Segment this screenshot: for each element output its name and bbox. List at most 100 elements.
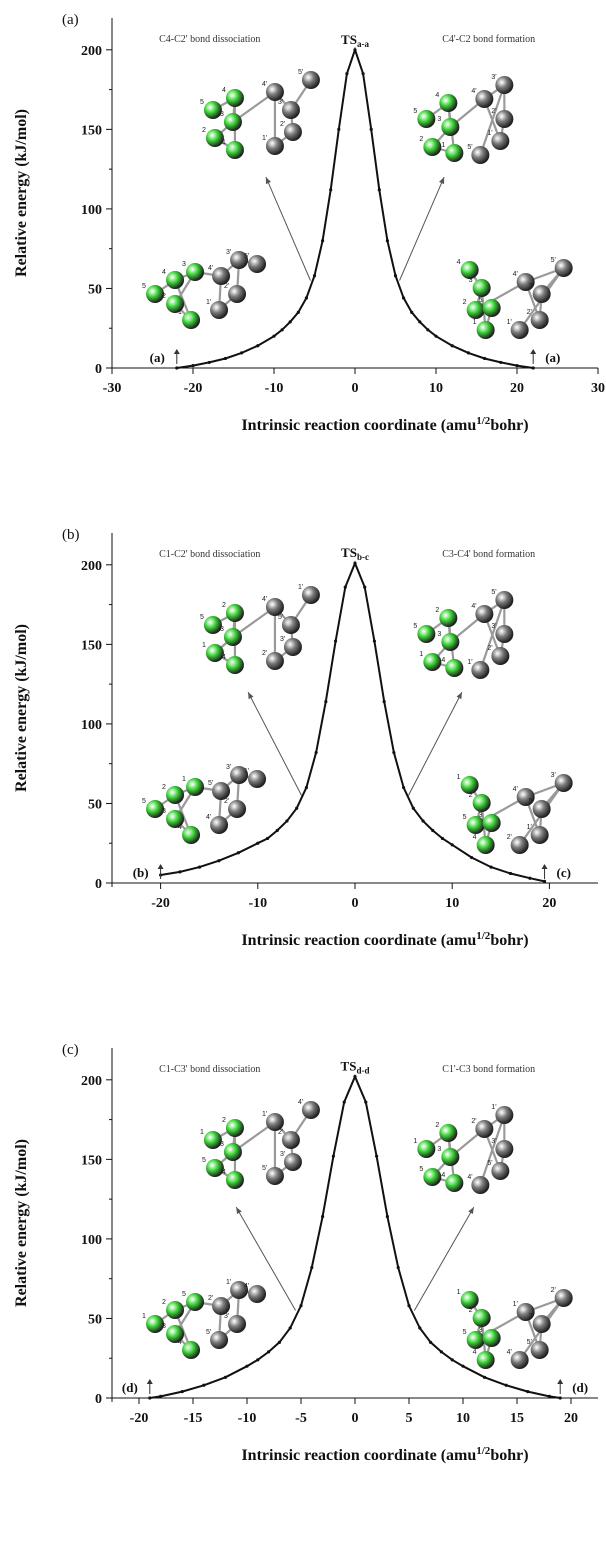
ts-label: TSd-d (341, 1059, 370, 1076)
irc-point (288, 320, 292, 324)
atom-label: 2 (419, 136, 423, 143)
atom-green (439, 609, 458, 627)
left-arrow (265, 176, 311, 281)
atom-green (441, 633, 460, 651)
left-end-arrow-head (146, 1379, 153, 1384)
irc-point (256, 344, 260, 348)
irc-point (483, 356, 487, 361)
atom-label: 2' (262, 650, 267, 657)
irc-point (178, 870, 182, 874)
atom-gray (530, 1341, 549, 1359)
atom-label: 2 (435, 1122, 439, 1129)
irc-point (392, 750, 396, 755)
atom-green (417, 625, 436, 643)
atom-gray (265, 83, 284, 101)
left-annotation: C1-C2' bond dissociation (159, 549, 260, 560)
atom-green (417, 1140, 436, 1158)
atom-green (203, 616, 222, 634)
atom-label: 1' (507, 319, 512, 326)
x-tick-label: 15 (510, 1411, 524, 1426)
atom-green (166, 271, 185, 289)
atom-label: 4' (513, 271, 518, 278)
right-end-label: (d) (572, 1380, 588, 1395)
irc-point (466, 351, 470, 355)
x-tick-label: -10 (265, 381, 284, 396)
irc-point (450, 1358, 454, 1362)
atom-label: 3' (280, 1151, 285, 1158)
atom-gray (516, 273, 535, 291)
atom-green (482, 299, 501, 317)
irc-point (504, 1383, 508, 1387)
y-tick-label: 100 (81, 718, 102, 733)
atom-label: 2' (491, 108, 496, 115)
atom-label: 4 (473, 1349, 477, 1356)
irc-point (450, 344, 454, 348)
atom-gray (516, 1303, 535, 1321)
atom-label: 4' (507, 1349, 512, 1356)
atom-green (186, 778, 205, 796)
irc-point (265, 836, 270, 841)
y-tick-label: 50 (88, 797, 102, 812)
irc-point (312, 274, 317, 278)
atom-label: 2' (487, 645, 492, 652)
atom-gray (475, 605, 494, 623)
atom-label: 5 (200, 99, 204, 106)
atom-label: 3' (226, 764, 231, 771)
y-tick-label: 0 (95, 877, 102, 892)
atom-label: 4' (467, 1174, 472, 1181)
irc-point (236, 851, 240, 855)
irc-point (299, 1304, 303, 1308)
irc-point (345, 72, 349, 76)
atom-green (205, 129, 224, 147)
left-arrow (235, 1206, 297, 1311)
atom-label: 3' (529, 1313, 534, 1320)
chart-svg: 0 50 100 150 200 -20 -10 0 10 20 Relative energy (… (13, 527, 598, 949)
atom-green (225, 656, 244, 674)
irc-point (280, 328, 284, 332)
atom-label: 2' (280, 121, 285, 128)
panel-label: (a) (62, 12, 79, 28)
chart-panel-c: 0 50 100 150 200 -20 -15 -10 -5 0 5 10 15 20 Relative … (0, 1030, 606, 1530)
x-tick-label: 10 (445, 896, 459, 911)
irc-point (329, 188, 333, 192)
atom-label: 1' (527, 824, 532, 831)
atom-gray (495, 1106, 514, 1124)
atom-gray (532, 285, 551, 303)
atom-label: 3' (280, 636, 285, 643)
atom-green (225, 1171, 244, 1189)
atom-gray (301, 71, 320, 89)
atom-label: 5' (206, 1329, 211, 1336)
atom-green (445, 659, 464, 677)
atom-label: 1 (182, 776, 186, 783)
irc-point (434, 334, 438, 338)
atom-label: 3 (437, 631, 441, 638)
atom-label: 5' (551, 257, 556, 264)
atom-label: 4' (262, 81, 267, 88)
atom-green (182, 826, 201, 844)
atom-label: 3 (220, 111, 224, 118)
atom-gray (283, 1153, 302, 1171)
molecule-right-bottom-1: 1 2 5 3 4 4' 3' 5' 1' 2' (457, 772, 573, 854)
irc-point (256, 1358, 260, 1362)
x-tick-label: 5 (406, 1411, 413, 1426)
atom-label: 5 (202, 1157, 206, 1164)
atom-label: 2 (162, 784, 166, 791)
left-end-label: (d) (122, 1380, 138, 1395)
atom-label: 4 (178, 824, 182, 831)
atom-green (186, 1293, 205, 1311)
irc-point (439, 1350, 443, 1354)
irc-point (202, 1383, 206, 1387)
atom-label: 3 (469, 277, 473, 284)
atom-green (225, 1119, 244, 1137)
x-tick-label: 0 (352, 381, 359, 396)
atom-label: 1 (457, 1289, 461, 1296)
irc-point (489, 865, 493, 869)
atom-gray (265, 652, 284, 670)
y-tick-label: 50 (88, 282, 102, 297)
x-tick-label: 20 (564, 1411, 578, 1426)
left-arrow-head (236, 1207, 242, 1215)
atom-label: 2 (469, 1307, 473, 1314)
atom-green (146, 1315, 165, 1333)
irc-point (421, 819, 425, 823)
atom-label: 1' (244, 768, 249, 775)
